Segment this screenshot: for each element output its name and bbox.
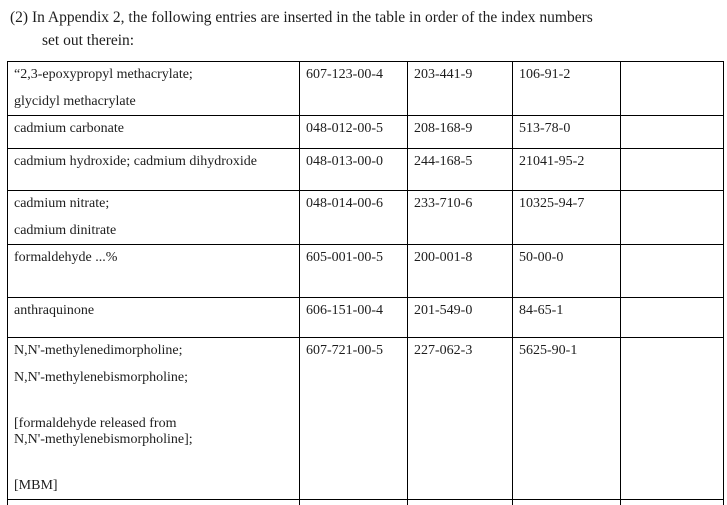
cas-number-cell [512, 499, 621, 505]
cas-number-cell: 513-78-0 [512, 115, 621, 149]
note-cell [620, 499, 724, 505]
note-cell [620, 190, 724, 245]
cas-number-cell: 106-91-2 [512, 61, 621, 116]
substance-name-cell: cadmium hydroxide; cadmium dihydroxide [7, 148, 300, 191]
index-number-cell: 048-014-00-6 [299, 190, 408, 245]
table-row [7, 499, 724, 505]
substance-name-cell: formaldehyde ...% [7, 244, 300, 298]
index-number-cell: 607-721-00-5 [299, 337, 408, 500]
ec-number-cell: 233-710-6 [407, 190, 513, 245]
substance-name-cell: N,N'-methylenedimorpholine; N,N'-methylen… [7, 337, 300, 500]
index-number-cell: 048-012-00-5 [299, 115, 408, 149]
substance-table: “2,3-epoxypropyl methacrylate; glycidyl m… [7, 61, 724, 505]
ec-number-cell: 244-168-5 [407, 148, 513, 191]
ec-number-cell: 227-062-3 [407, 337, 513, 500]
table-row: cadmium hydroxide; cadmium dihydroxide 04… [7, 148, 724, 191]
cas-number-cell: 50-00-0 [512, 244, 621, 298]
index-number-cell: 605-001-00-5 [299, 244, 408, 298]
ec-number-cell: 201-549-0 [407, 297, 513, 338]
table-row: anthraquinone 606-151-00-4 201-549-0 84-65-… [7, 297, 724, 338]
substance-name-cell [7, 499, 300, 505]
ec-number-cell: 200-001-8 [407, 244, 513, 298]
substance-name-cell: “2,3-epoxypropyl methacrylate; glycidyl m… [7, 61, 300, 116]
note-cell [620, 61, 724, 116]
table-row: cadmium nitrate; cadmium dinitrate 048-014… [7, 190, 724, 245]
table-row: N,N'-methylenedimorpholine; N,N'-methylen… [7, 337, 724, 500]
intro-line-2: set out therein: [42, 32, 135, 49]
table-row: cadmium carbonate 048-012-00-5 208-168-9 51… [7, 115, 724, 149]
note-cell [620, 115, 724, 149]
ec-number-cell: 203-441-9 [407, 61, 513, 116]
note-cell [620, 337, 724, 500]
note-cell [620, 244, 724, 298]
note-cell [620, 148, 724, 191]
table-row: “2,3-epoxypropyl methacrylate; glycidyl m… [7, 61, 724, 116]
index-number-cell: 048-013-00-0 [299, 148, 408, 191]
ec-number-cell [407, 499, 513, 505]
intro-paragraph: (2) In Appendix 2, the following entries… [10, 6, 710, 52]
note-cell [620, 297, 724, 338]
cas-number-cell: 10325-94-7 [512, 190, 621, 245]
ec-number-cell: 208-168-9 [407, 115, 513, 149]
index-number-cell: 606-151-00-4 [299, 297, 408, 338]
index-number-cell: 607-123-00-4 [299, 61, 408, 116]
cas-number-cell: 21041-95-2 [512, 148, 621, 191]
substance-name-cell: anthraquinone [7, 297, 300, 338]
substance-name-cell: cadmium carbonate [7, 115, 300, 149]
index-number-cell [299, 499, 408, 505]
cas-number-cell: 84-65-1 [512, 297, 621, 338]
table-row: formaldehyde ...% 605-001-00-5 200-001-8 50… [7, 244, 724, 298]
intro-line-1: (2) In Appendix 2, the following entries… [10, 9, 593, 26]
cas-number-cell: 5625-90-1 [512, 337, 621, 500]
substance-name-cell: cadmium nitrate; cadmium dinitrate [7, 190, 300, 245]
